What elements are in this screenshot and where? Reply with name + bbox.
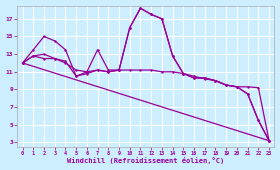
X-axis label: Windchill (Refroidissement éolien,°C): Windchill (Refroidissement éolien,°C): [67, 157, 225, 164]
